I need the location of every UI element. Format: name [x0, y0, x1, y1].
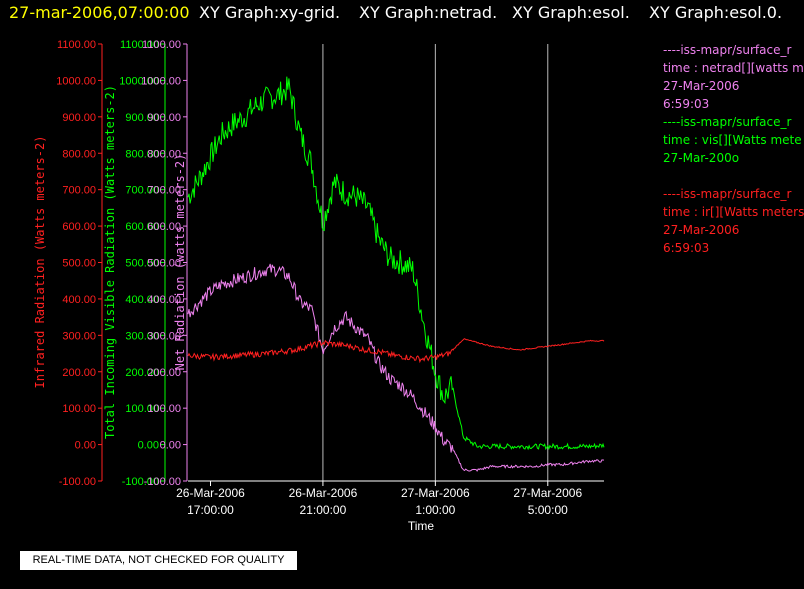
y-tick-label-1-9: 200.00 — [125, 367, 159, 379]
y-tick-label-1-5: 600.00 — [125, 221, 159, 233]
y-tick-label-2-7: 400.00 — [147, 294, 181, 306]
y-tick-label-2-12: -100.00 — [144, 476, 181, 488]
legend-vis: ----iss-mapr/surface_r time : vis[][Watt… — [663, 113, 804, 167]
legend-ir: ----iss-mapr/surface_r time : ir[][Watts… — [663, 185, 804, 257]
x-tick-date-1: 26-Mar-2006 — [289, 486, 358, 500]
y-tick-label-1-10: 100.00 — [125, 403, 159, 415]
x-tick-date-0: 26-Mar-2006 — [176, 486, 245, 500]
y-tick-label-2-8: 300.00 — [147, 330, 181, 342]
y-tick-label-2-2: 900.00 — [147, 112, 181, 124]
y-tick-label-0-11: 0.00 — [75, 440, 96, 452]
x-tick-time-3: 5:00:00 — [528, 503, 568, 517]
y-tick-label-0-0: 1100.00 — [57, 39, 96, 51]
y-tick-label-0-1: 1000.00 — [56, 75, 96, 87]
y-tick-label-1-12: -100.00 — [122, 476, 159, 488]
legend-netrad-line-4: 6:59:03 — [663, 97, 710, 111]
series-line-netrad — [187, 263, 605, 472]
quality-notice: REAL-TIME DATA, NOT CHECKED FOR QUALITY — [20, 551, 297, 570]
y-tick-label-0-10: 100.00 — [62, 403, 96, 415]
legend-vis-line-2: time : vis[][Watts mete — [663, 133, 802, 147]
y-tick-label-0-9: 200.00 — [62, 367, 96, 379]
y-axis-title-1: Total Incoming Visible Radiation (Watts … — [103, 85, 117, 439]
y-tick-label-0-3: 800.00 — [62, 148, 96, 160]
y-tick-label-0-6: 500.00 — [62, 258, 96, 270]
graph-title-esol: XY Graph:esol. — [512, 3, 630, 22]
y-axis-title-2: Net Radiation (watts meters-2) — [173, 154, 187, 371]
timestamp-title: 27-mar-2006,07:00:00 — [9, 3, 190, 22]
chart-series — [187, 76, 605, 472]
y-tick-label-1-3: 800.00 — [125, 148, 159, 160]
graph-title-netrad: XY Graph:netrad. — [359, 3, 498, 22]
y-tick-label-0-2: 900.00 — [62, 112, 96, 124]
legend-ir-line-1: ----iss-mapr/surface_r — [663, 187, 792, 201]
legend-ir-line-2: time : ir[][Watts meters — [663, 205, 804, 219]
y-tick-label-2-5: 600.00 — [147, 221, 181, 233]
legend-ir-line-4: 6:59:03 — [663, 241, 710, 255]
graph-title-xy-grid: XY Graph:xy-grid. — [199, 3, 341, 22]
y-tick-label-1-1: 1000.00 — [119, 75, 159, 87]
legend-netrad-line-3: 27-Mar-2006 — [663, 79, 740, 93]
y-tick-label-1-7: 400.00 — [125, 294, 159, 306]
x-tick-date-2: 27-Mar-2006 — [401, 486, 470, 500]
y-tick-label-0-7: 400.00 — [62, 294, 96, 306]
legend-ir-line-3: 27-Mar-2006 — [663, 223, 740, 237]
y-tick-label-0-8: 300.00 — [62, 330, 96, 342]
graph-title-esol-0: XY Graph:esol.0. — [649, 3, 783, 22]
legend-vis-line-1: ----iss-mapr/surface_r — [663, 115, 792, 129]
y-tick-label-2-11: 0.00 — [160, 440, 181, 452]
legend-netrad: ----iss-mapr/surface_r time : netrad[][w… — [663, 41, 804, 113]
y-tick-label-1-0: 1100.00 — [120, 39, 159, 51]
y-tick-label-0-5: 600.00 — [62, 221, 96, 233]
y-tick-label-1-4: 700.00 — [125, 185, 159, 197]
x-axis-label: Time — [408, 519, 435, 533]
y-tick-label-2-3: 800.00 — [147, 148, 181, 160]
legend-netrad-line-1: ----iss-mapr/surface_r — [663, 43, 792, 57]
y-tick-label-1-8: 300.00 — [125, 330, 159, 342]
y-tick-label-0-4: 700.00 — [62, 185, 96, 197]
y-tick-label-0-12: -100.00 — [59, 476, 96, 488]
y-tick-label-2-10: 100.00 — [147, 403, 181, 415]
y-tick-label-1-6: 500.00 — [125, 258, 159, 270]
chart-grid — [322, 44, 549, 481]
legend-netrad-line-2: time : netrad[][watts m — [663, 61, 804, 75]
x-tick-time-0: 17:00:00 — [187, 503, 234, 517]
y-axis-title-0: Infrared Radiation (Watts meters-2) — [33, 136, 47, 389]
x-tick-time-1: 21:00:00 — [300, 503, 347, 517]
chart-legend: ----iss-mapr/surface_r time : netrad[][w… — [663, 41, 804, 258]
y-tick-label-2-1: 1000.00 — [141, 75, 181, 87]
y-tick-label-1-11: 0.00 — [138, 440, 159, 452]
y-tick-label-2-4: 700.00 — [147, 185, 181, 197]
x-axis-ticks: 26-Mar-2006 17:00:00 26-Mar-2006 21:00:00 27… — [176, 481, 582, 517]
x-tick-date-3: 27-Mar-2006 — [513, 486, 582, 500]
y-tick-label-2-9: 200.00 — [147, 367, 181, 379]
x-tick-time-2: 1:00:00 — [415, 503, 455, 517]
y-tick-label-1-2: 900.00 — [125, 112, 159, 124]
series-line-ir — [187, 338, 605, 364]
series-line-vis — [187, 76, 605, 451]
chart-axes: 1100.00 1000.00 900.00 800.00 700.00 600.00 50… — [33, 39, 604, 488]
legend-vis-line-3: 27-Mar-200o — [663, 151, 740, 165]
y-tick-label-2-0: 1100.00 — [142, 39, 181, 51]
y-tick-label-2-6: 500.00 — [147, 258, 181, 270]
